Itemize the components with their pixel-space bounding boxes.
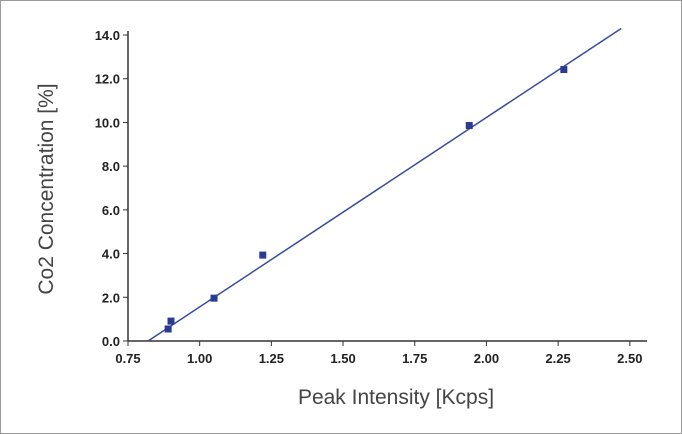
x-tick-label: 0.75 [115,351,140,366]
x-tick-label: 1.75 [402,351,427,366]
x-tick-label: 1.50 [330,351,355,366]
data-point [560,66,568,74]
data-point [164,325,172,333]
x-tick-label: 2.25 [545,351,570,366]
y-tick-label: 14.0 [95,28,120,43]
data-point [210,294,218,302]
x-tick-label: 1.00 [187,351,212,366]
fit-line [147,27,622,342]
y-tick-label: 4.0 [102,247,120,262]
y-tick-label: 2.0 [102,290,120,305]
data-point [259,251,267,259]
x-tick-label: 2.00 [474,351,499,366]
x-axis-title: Peak Intensity [Kcps] [298,386,494,409]
data-point [465,121,473,129]
y-tick-label: 10.0 [95,115,120,130]
y-tick-label: 0.0 [102,334,120,349]
data-point [167,317,175,325]
y-tick-label: 8.0 [102,159,120,174]
x-tick-label: 1.25 [259,351,284,366]
y-tick-label: 6.0 [102,203,120,218]
y-axis-title: Co2 Concentration [%] [35,83,58,294]
x-tick-label: 2.50 [617,351,642,366]
y-tick-label: 12.0 [95,72,120,87]
